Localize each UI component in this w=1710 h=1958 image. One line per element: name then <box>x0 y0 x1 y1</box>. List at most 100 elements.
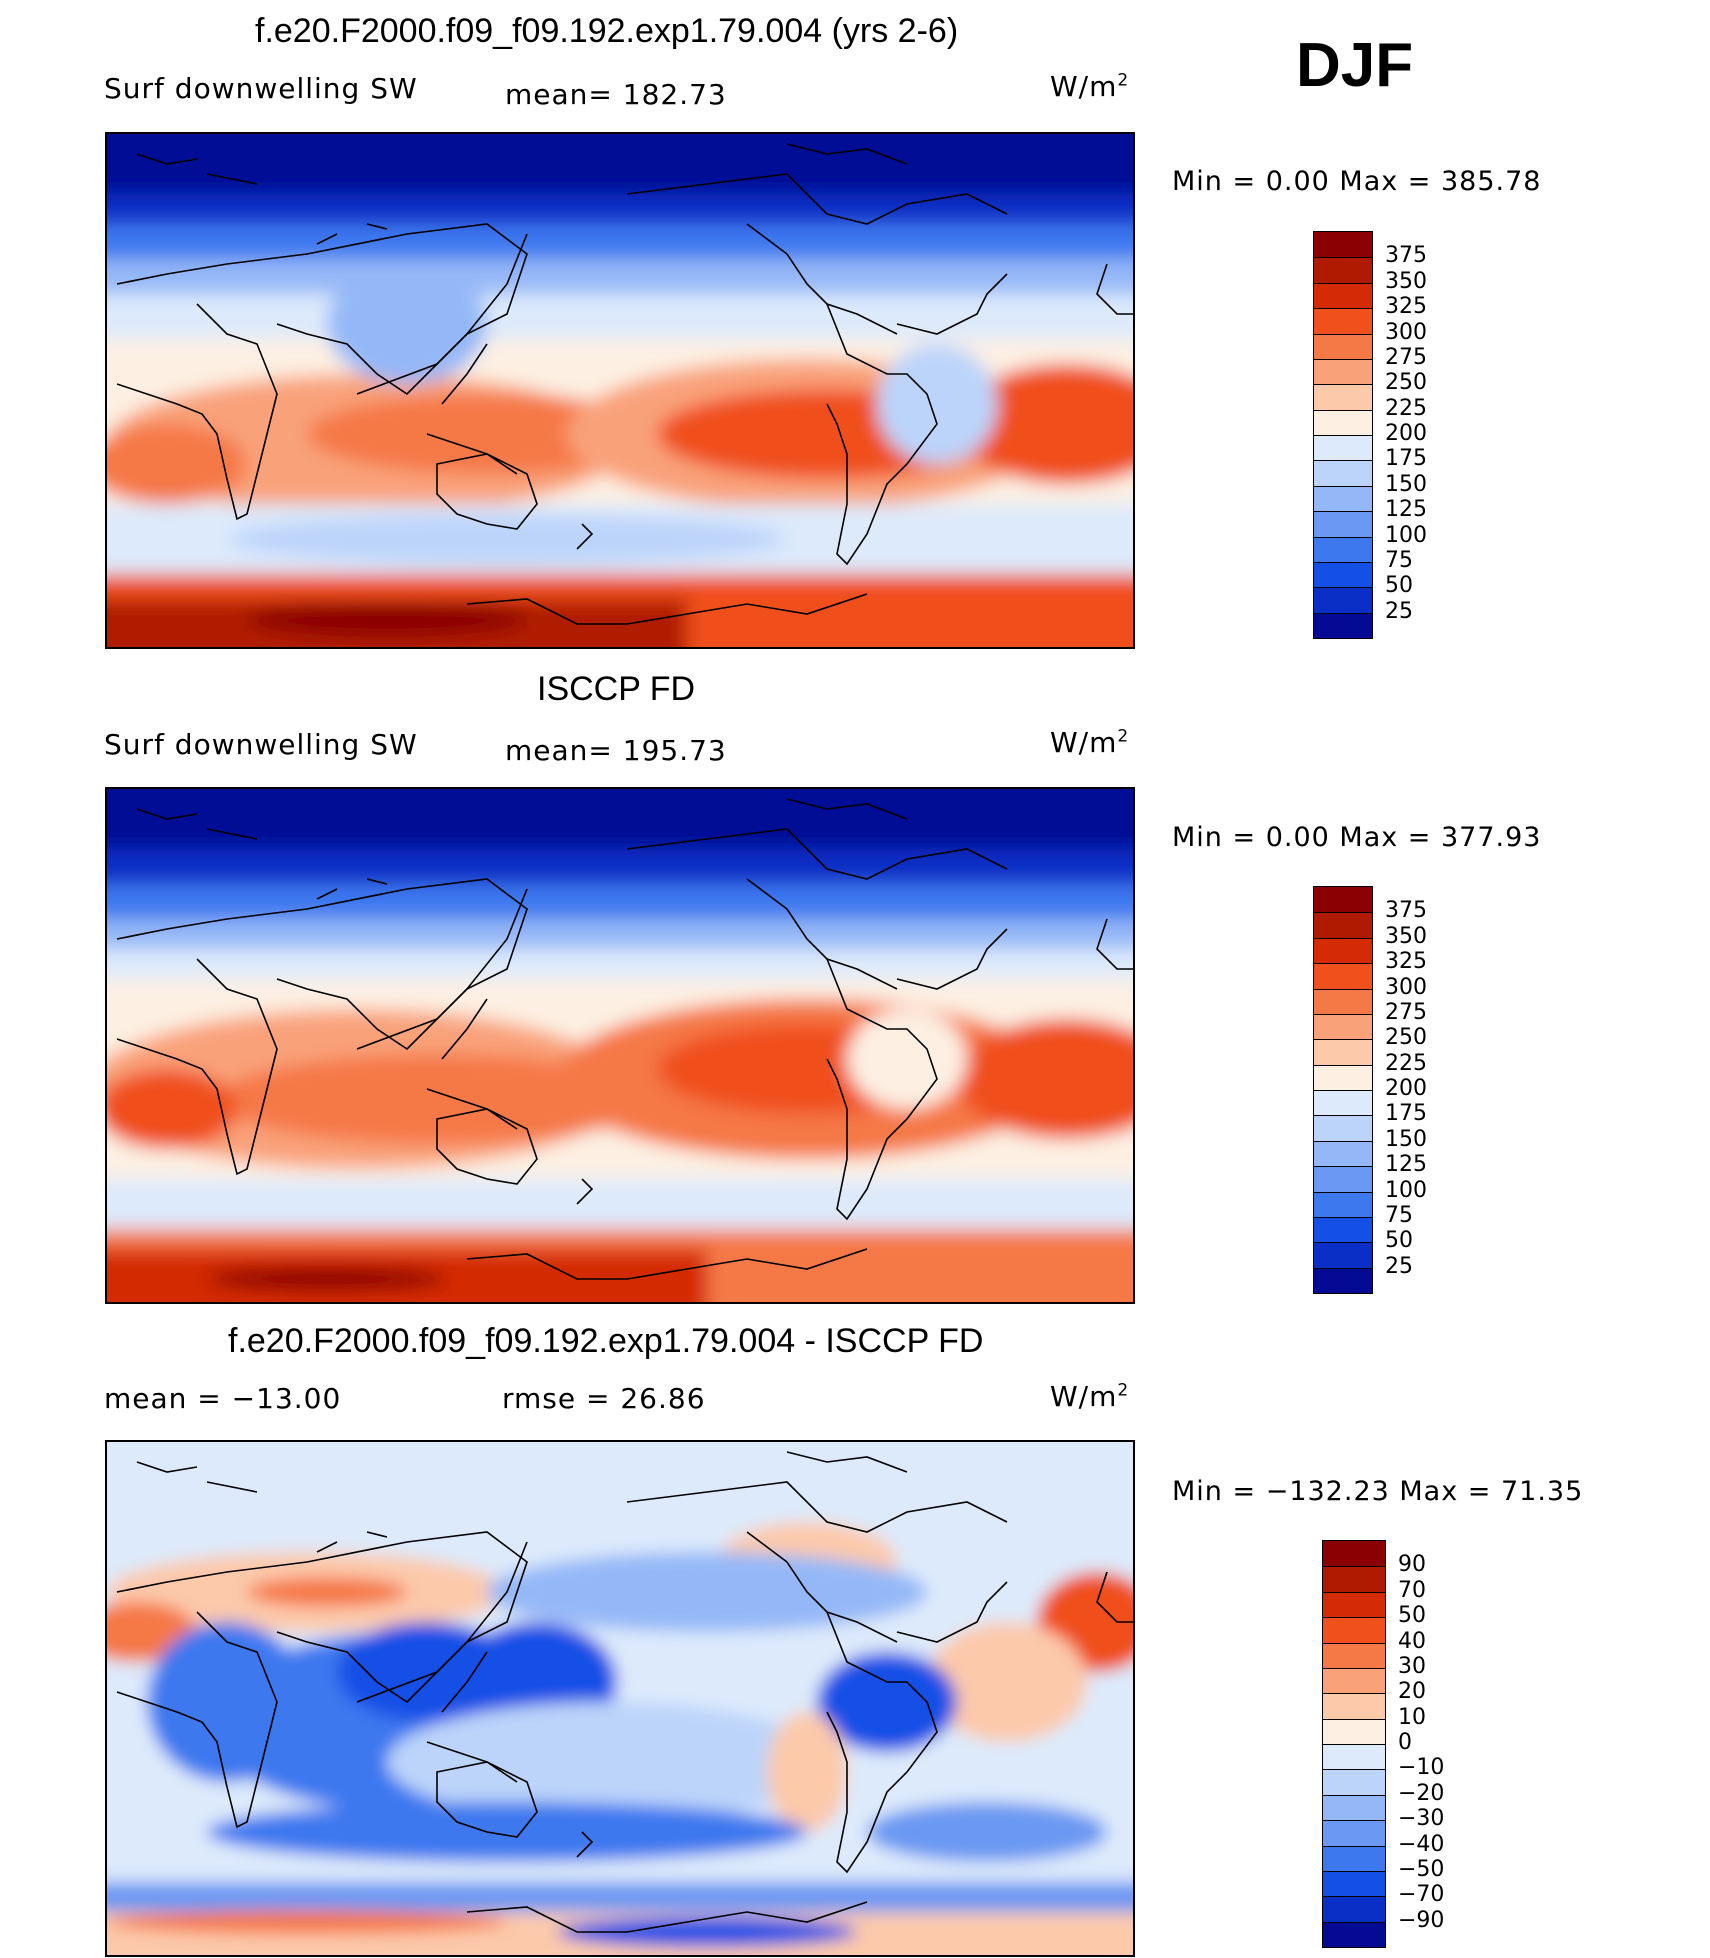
colorbar-tick-label: −20 <box>1398 1780 1445 1806</box>
colorbar-bin <box>1314 460 1372 486</box>
colorbar-tick-label: 300 <box>1385 319 1427 345</box>
season-label: DJF <box>1296 31 1414 100</box>
colorbar-bin <box>1314 333 1372 359</box>
colorbar-tick-label: −10 <box>1398 1755 1445 1781</box>
panel-3-title: f.e20.F2000.f09_f09.192.exp1.79.004 - IS… <box>228 1322 984 1360</box>
colorbar-bin <box>1314 1267 1372 1293</box>
colorbar-bin <box>1314 988 1372 1014</box>
panel-2-mean-label: mean= 195.73 <box>505 734 727 767</box>
panel-1-colorbar <box>1313 231 1373 639</box>
colorbar-tick-label: 225 <box>1385 395 1427 421</box>
panel-3-rmse-label: rmse = 26.86 <box>502 1382 706 1415</box>
colorbar-bin <box>1314 887 1372 913</box>
colorbar-bin <box>1314 435 1372 461</box>
panel-3-colorbar <box>1322 1540 1386 1948</box>
colorbar-bin <box>1314 937 1372 964</box>
colorbar-bin <box>1314 1039 1372 1065</box>
colorbar-bin <box>1314 587 1372 613</box>
colorbar-tick-label: 50 <box>1398 1603 1426 1629</box>
panel-3-units: W/m2 <box>1050 1380 1130 1413</box>
colorbar-bin <box>1314 1191 1372 1217</box>
colorbar-bin <box>1314 282 1372 309</box>
colorbar-bin <box>1323 1820 1385 1846</box>
colorbar-bin <box>1314 1013 1372 1040</box>
colorbar-tick-label: 325 <box>1385 294 1427 320</box>
colorbar-bin <box>1314 308 1372 334</box>
colorbar-bin <box>1323 1566 1385 1592</box>
colorbar-bin <box>1314 384 1372 410</box>
colorbar-bin <box>1314 485 1372 512</box>
panel-1-variable-label: Surf downwelling SW <box>104 72 418 105</box>
colorbar-bin <box>1323 1667 1385 1694</box>
colorbar-bin <box>1323 1845 1385 1871</box>
colorbar-tick-label: 50 <box>1385 1228 1413 1254</box>
colorbar-bin <box>1314 912 1372 938</box>
colorbar-tick-label: −50 <box>1398 1856 1445 1882</box>
colorbar-tick-label: 125 <box>1385 1152 1427 1178</box>
colorbar-tick-label: 300 <box>1385 974 1427 1000</box>
colorbar-tick-label: 30 <box>1398 1653 1426 1679</box>
panel-2-map <box>105 787 1135 1304</box>
colorbar-tick-label: 275 <box>1385 999 1427 1025</box>
colorbar-tick-label: 150 <box>1385 471 1427 497</box>
colorbar-bin <box>1323 1921 1385 1947</box>
colorbar-tick-label: −40 <box>1398 1831 1445 1857</box>
colorbar-tick-label: 225 <box>1385 1050 1427 1076</box>
panel-1-map <box>105 132 1135 649</box>
panel-3-min-max: Min = −132.23 Max = 71.35 <box>1172 1476 1584 1507</box>
colorbar-bin <box>1314 511 1372 537</box>
colorbar-tick-label: −30 <box>1398 1806 1445 1832</box>
colorbar-tick-label: 375 <box>1385 243 1427 269</box>
colorbar-tick-label: 200 <box>1385 1076 1427 1101</box>
colorbar-tick-label: 125 <box>1385 497 1427 523</box>
colorbar-bin <box>1323 1718 1385 1744</box>
colorbar-tick-label: 175 <box>1385 1101 1427 1127</box>
colorbar-tick-label: 150 <box>1385 1126 1427 1152</box>
colorbar-bin <box>1314 1090 1372 1116</box>
colorbar-tick-label: 350 <box>1385 268 1427 294</box>
colorbar-tick-label: 90 <box>1398 1552 1426 1578</box>
panel-2-min-max: Min = 0.00 Max = 377.93 <box>1172 822 1542 853</box>
colorbar-bin <box>1314 612 1372 638</box>
panel-1-title: f.e20.F2000.f09_f09.192.exp1.79.004 (yrs… <box>255 12 959 50</box>
colorbar-tick-label: 325 <box>1385 949 1427 975</box>
colorbar-bin <box>1323 1642 1385 1668</box>
colorbar-bin <box>1314 561 1372 588</box>
colorbar-bin <box>1314 1242 1372 1268</box>
panel-1-min-max: Min = 0.00 Max = 385.78 <box>1172 166 1542 197</box>
panel-2-variable-label: Surf downwelling SW <box>104 728 418 761</box>
colorbar-bin <box>1323 1744 1385 1770</box>
colorbar-tick-label: 250 <box>1385 1025 1427 1051</box>
colorbar-bin <box>1314 257 1372 283</box>
panel-1-units: W/m2 <box>1050 70 1130 103</box>
colorbar-tick-label: 50 <box>1385 573 1413 599</box>
panel-2-units: W/m2 <box>1050 726 1130 759</box>
colorbar-bin <box>1314 536 1372 562</box>
colorbar-bin <box>1323 1541 1385 1567</box>
colorbar-tick-label: −90 <box>1398 1907 1445 1933</box>
colorbar-tick-label: 0 <box>1398 1730 1412 1755</box>
panel-2-coastlines-icon <box>116 798 1133 1280</box>
panel-1-coastlines-icon <box>116 143 1133 625</box>
colorbar-bin <box>1314 1064 1372 1090</box>
colorbar-tick-label: 75 <box>1385 547 1413 573</box>
colorbar-tick-label: 375 <box>1385 898 1427 924</box>
colorbar-tick-label: 10 <box>1398 1704 1426 1730</box>
colorbar-bin <box>1323 1591 1385 1618</box>
colorbar-tick-label: 40 <box>1398 1628 1426 1654</box>
panel-2-colorbar <box>1313 886 1373 1294</box>
colorbar-bin <box>1314 1140 1372 1167</box>
colorbar-tick-label: 175 <box>1385 446 1427 472</box>
colorbar-tick-label: 100 <box>1385 1177 1427 1203</box>
colorbar-bin <box>1314 232 1372 258</box>
colorbar-bin <box>1314 1115 1372 1141</box>
panel-1-mean-label: mean= 182.73 <box>505 78 727 111</box>
colorbar-bin <box>1323 1617 1385 1643</box>
colorbar-tick-label: 275 <box>1385 344 1427 370</box>
colorbar-bin <box>1314 1216 1372 1243</box>
colorbar-bin <box>1323 1870 1385 1897</box>
panel-3-coastlines-icon <box>116 1451 1133 1933</box>
panel-2-title: ISCCP FD <box>537 670 696 708</box>
colorbar-bin <box>1323 1794 1385 1821</box>
colorbar-bin <box>1323 1769 1385 1795</box>
